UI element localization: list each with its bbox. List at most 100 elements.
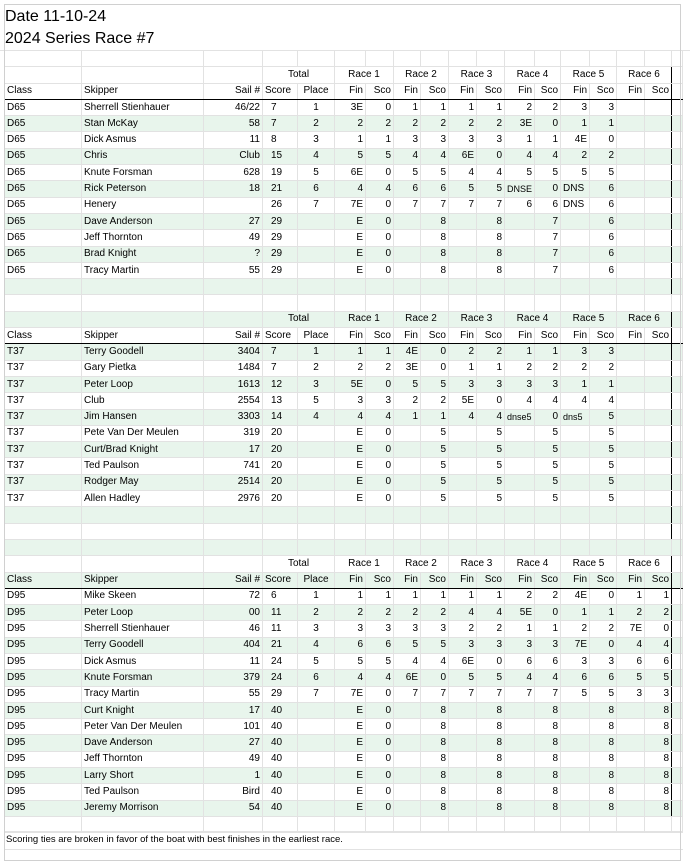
skipper-cell[interactable]: Mike Skeen (81, 587, 204, 606)
fin-race-4-cell[interactable] (503, 799, 536, 817)
sail-number-cell[interactable]: 101 (203, 718, 263, 736)
skipper-cell[interactable]: Gary Pietka (81, 359, 204, 377)
sco-race-3-cell[interactable]: 2 (476, 620, 505, 638)
sco-column-header[interactable]: Sco (644, 571, 673, 589)
sco-race-1-cell[interactable]: 0 (365, 98, 394, 117)
fin-race-6-cell[interactable] (616, 490, 646, 508)
sail-number-cell[interactable]: 741 (203, 457, 263, 475)
fin-race-6-cell[interactable] (616, 359, 646, 377)
sco-race-5-cell[interactable]: 8 (589, 734, 618, 752)
class-cell[interactable]: D95 (4, 701, 82, 720)
fin-race-2-cell[interactable]: 3 (393, 620, 421, 638)
class-cell[interactable]: T37 (4, 457, 82, 475)
fin-race-6-cell[interactable] (616, 767, 646, 785)
fin-race-2-cell[interactable]: 2 (393, 604, 421, 622)
skipper-cell[interactable]: Dave Anderson (81, 212, 204, 231)
sco-column-header[interactable]: Sco (420, 571, 449, 589)
score-cell[interactable]: 7 (262, 359, 298, 377)
empty-cell[interactable] (4, 506, 82, 524)
place-column-header[interactable]: Place (297, 571, 335, 589)
sco-race-6-cell[interactable] (644, 441, 673, 459)
sail-number-cell[interactable]: 379 (203, 669, 263, 687)
sco-race-2-cell[interactable]: 0 (420, 359, 449, 377)
sail-number-cell[interactable]: 58 (203, 115, 263, 133)
empty-cell[interactable] (671, 473, 684, 492)
skipper-cell[interactable]: Ted Paulson (81, 457, 204, 475)
fin-column-header[interactable]: Fin (560, 571, 591, 589)
sco-race-5-cell[interactable]: 6 (589, 669, 618, 687)
place-cell[interactable] (297, 261, 335, 280)
sail-number-cell[interactable]: 404 (203, 636, 263, 654)
fin-race-3-cell[interactable] (448, 441, 477, 459)
fin-race-6-cell[interactable] (616, 98, 646, 117)
empty-cell[interactable] (644, 294, 673, 312)
sco-race-2-cell[interactable]: 8 (420, 750, 449, 769)
place-cell[interactable] (297, 473, 335, 492)
sco-race-6-cell[interactable]: 3 (644, 685, 673, 703)
score-cell[interactable]: 20 (262, 457, 298, 475)
score-cell[interactable]: 40 (262, 718, 298, 736)
sco-race-5-cell[interactable]: 0 (589, 587, 618, 606)
empty-cell[interactable] (4, 49, 82, 68)
score-column-header[interactable]: Score (262, 82, 298, 100)
fin-column-header[interactable]: Fin (560, 327, 591, 345)
fin-race-5-cell[interactable] (560, 490, 591, 508)
fin-race-5-cell[interactable] (560, 701, 591, 720)
empty-cell[interactable] (589, 506, 618, 524)
sco-race-2-cell[interactable]: 8 (420, 701, 449, 720)
fin-race-6-cell[interactable]: 4 (616, 636, 646, 654)
fin-column-header[interactable]: Fin (334, 571, 366, 589)
empty-cell[interactable] (81, 310, 204, 329)
race-1-header[interactable]: Race 1 (334, 555, 394, 573)
sail-number-cell[interactable]: 46/22 (203, 98, 263, 117)
fin-race-6-cell[interactable]: 6 (616, 652, 646, 671)
place-cell[interactable] (297, 750, 335, 769)
sco-race-4-cell[interactable]: 5 (534, 424, 562, 443)
empty-cell[interactable] (671, 375, 684, 394)
sco-race-5-cell[interactable]: 5 (589, 408, 618, 426)
class-cell[interactable]: T37 (4, 392, 82, 410)
sco-race-5-cell[interactable]: 3 (589, 652, 618, 671)
fin-race-4-cell[interactable] (503, 767, 536, 785)
empty-cell[interactable] (393, 538, 421, 557)
class-cell[interactable]: D95 (4, 799, 82, 817)
fin-race-3-cell[interactable] (448, 424, 477, 443)
fin-race-5-cell[interactable]: 1 (560, 604, 591, 622)
empty-cell[interactable] (81, 506, 204, 524)
skipper-cell[interactable]: Larry Short (81, 767, 204, 785)
fin-race-6-cell[interactable]: 2 (616, 604, 646, 622)
sco-race-5-cell[interactable]: 6 (589, 212, 618, 231)
score-cell[interactable]: 40 (262, 734, 298, 752)
skipper-cell[interactable]: Peter Loop (81, 375, 204, 394)
empty-cell[interactable] (671, 327, 684, 345)
fin-column-header[interactable]: Fin (616, 82, 646, 100)
sco-race-6-cell[interactable]: 8 (644, 799, 673, 817)
score-cell[interactable]: 8 (262, 131, 298, 149)
empty-cell[interactable] (448, 506, 477, 524)
sco-race-4-cell[interactable]: 5 (534, 457, 562, 475)
fin-race-4-cell[interactable]: 2 (503, 587, 536, 606)
fin-race-3-cell[interactable] (448, 750, 477, 769)
fin-race-2-cell[interactable]: 2 (393, 392, 421, 410)
score-cell[interactable]: 24 (262, 652, 298, 671)
skipper-cell[interactable]: Pete Van Der Meulen (81, 424, 204, 443)
fin-race-1-cell[interactable]: 5 (334, 147, 366, 166)
score-cell[interactable]: 11 (262, 620, 298, 638)
class-cell[interactable]: T37 (4, 424, 82, 443)
sco-race-5-cell[interactable]: 5 (589, 457, 618, 475)
sco-race-3-cell[interactable]: 4 (476, 408, 505, 426)
fin-race-3-cell[interactable] (448, 734, 477, 752)
class-cell[interactable]: D65 (4, 147, 82, 166)
empty-cell[interactable] (503, 506, 536, 524)
fin-race-4-cell[interactable]: 3E (503, 115, 536, 133)
sco-race-1-cell[interactable]: 0 (365, 685, 394, 703)
fin-race-3-cell[interactable]: 7 (448, 196, 477, 214)
sco-race-1-cell[interactable]: 0 (365, 750, 394, 769)
class-cell[interactable]: D95 (4, 734, 82, 752)
fin-column-header[interactable]: Fin (393, 82, 421, 100)
sail-number-cell[interactable] (203, 196, 263, 214)
fin-column-header[interactable]: Fin (393, 571, 421, 589)
empty-cell[interactable] (420, 49, 449, 68)
sco-race-6-cell[interactable] (644, 457, 673, 475)
fin-race-2-cell[interactable] (393, 245, 421, 263)
